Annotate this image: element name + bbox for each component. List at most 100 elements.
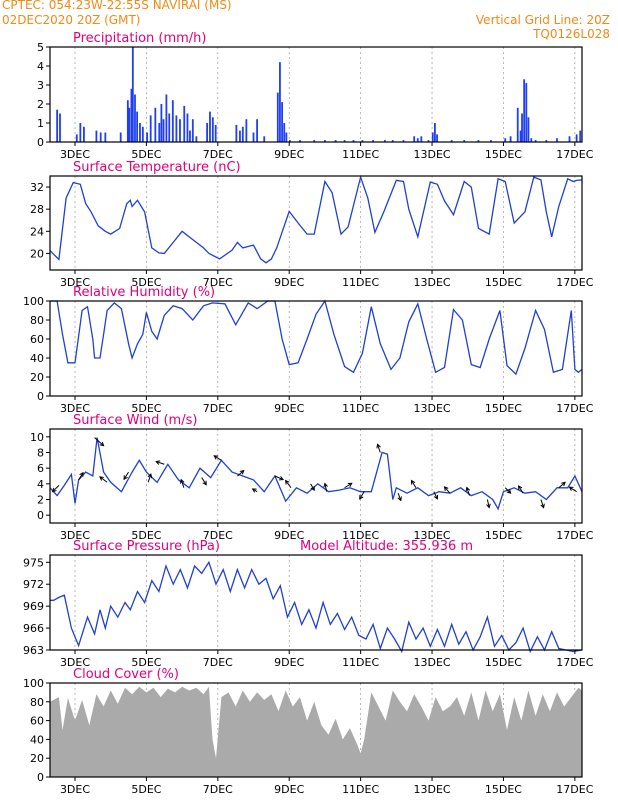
humidity-x-tick-label: 17DEC xyxy=(556,402,593,415)
precip-bar xyxy=(235,124,238,142)
wind-arrow xyxy=(359,491,365,500)
precip-bar xyxy=(83,126,85,142)
cloud-x-tick-label: 9DEC xyxy=(274,783,304,796)
humidity-x-tick-label: 13DEC xyxy=(413,402,450,415)
wind-arrow-head xyxy=(465,486,471,492)
precip-bar xyxy=(516,107,519,142)
precip-panel: Precipitation (mm/h) 0 1 2 3 4 5 3DEC 5DEC 7DEC 9D… xyxy=(37,31,594,161)
precip-bar xyxy=(131,47,134,142)
wind-arrow-head xyxy=(284,479,290,485)
wind-arrow-shaft xyxy=(569,486,577,493)
precip-y-tick-label: 0 xyxy=(37,136,44,149)
wind-arrow-shaft xyxy=(397,493,402,501)
wind-arrow-head xyxy=(51,487,57,493)
wind-arrow-head xyxy=(568,486,574,491)
precip-x-tick-label: 17DEC xyxy=(556,148,593,161)
pressure-frame xyxy=(49,554,583,651)
wind-arrow-shaft xyxy=(285,480,292,489)
wind-arrow-shaft xyxy=(433,491,438,500)
pressure-x-tick-label: 9DEC xyxy=(274,656,304,669)
wind-arrow-shaft xyxy=(411,480,417,489)
precip-bar xyxy=(179,119,181,142)
wind-arrow-shaft xyxy=(274,475,284,481)
precip-y-tick-label: 1 xyxy=(37,117,44,130)
humidity-y-tick-label: 20 xyxy=(30,371,44,384)
precip-bar xyxy=(313,140,316,142)
precip-bar xyxy=(391,140,394,142)
precip-x-tick-label: 7DEC xyxy=(203,148,233,161)
temperature-panel: Surface Temperature (nC) 20 24 28 32 3DEC 5DEC… xyxy=(30,160,594,289)
precip-bar xyxy=(463,140,466,142)
precip-bar xyxy=(75,134,78,142)
precip-y-tick-label: 5 xyxy=(37,41,44,54)
cloud-x-tick-label: 17DEC xyxy=(556,783,593,796)
precip-bar xyxy=(165,94,168,142)
wind-arrow-head xyxy=(443,486,449,491)
precip-bar xyxy=(168,113,171,142)
cloud-y-tick-label: 80 xyxy=(30,696,44,709)
header-date: 02DEC2020 20Z (GMT) xyxy=(2,13,141,27)
temperature-x-tick-label: 17DEC xyxy=(556,276,593,289)
precip-bar xyxy=(95,130,98,142)
wind-x-tick-label: 5DEC xyxy=(131,529,161,542)
wind-arrow xyxy=(397,493,402,502)
precip-bar xyxy=(343,140,346,142)
wind-arrow-shaft xyxy=(94,437,104,447)
precip-bar xyxy=(245,119,248,142)
wind-arrow xyxy=(558,481,566,489)
pressure-title: Surface Pressure (hPa) xyxy=(73,539,220,554)
wind-arrow-shaft xyxy=(518,485,524,494)
precip-bar xyxy=(324,140,326,142)
cloud-x-tick-label: 15DEC xyxy=(485,783,522,796)
precip-bar xyxy=(211,117,214,142)
wind-arrow-head xyxy=(155,460,161,465)
precip-bar xyxy=(384,140,386,142)
precip-bar xyxy=(519,130,522,142)
precip-bar xyxy=(289,140,291,142)
humidity-series-line xyxy=(50,299,583,376)
precip-bar xyxy=(416,138,419,142)
precip-bar xyxy=(189,130,191,142)
cloud-y-tick-label: 40 xyxy=(30,733,44,746)
precip-bar xyxy=(206,123,209,142)
cloud-x-tick-label: 13DEC xyxy=(413,783,450,796)
pressure-x-tick-label: 7DEC xyxy=(203,656,233,669)
wind-x-tick-label: 3DEC xyxy=(60,529,90,542)
wind-x-tick-label: 9DEC xyxy=(274,529,304,542)
pressure-x-tick-label: 13DEC xyxy=(413,656,450,669)
humidity-x-tick-label: 3DEC xyxy=(60,402,90,415)
wind-arrow-head xyxy=(410,479,416,485)
precip-bar xyxy=(575,134,578,142)
precip-bar xyxy=(579,130,582,142)
precip-bar xyxy=(241,126,244,142)
wind-arrow xyxy=(237,469,245,477)
temperature-y-tick-label: 20 xyxy=(30,247,44,260)
precip-bar xyxy=(523,79,526,142)
precip-bar xyxy=(413,136,416,142)
precip-bar xyxy=(285,132,288,142)
wind-arrow-shaft xyxy=(78,472,84,481)
humidity-y-tick-label: 40 xyxy=(30,352,44,365)
cloud-frame xyxy=(49,682,583,778)
humidity-y-tick-label: 80 xyxy=(30,314,44,327)
humidity-y-tick-label: 60 xyxy=(30,333,44,346)
precip-x-tick-label: 15DEC xyxy=(485,148,522,161)
temperature-series-line xyxy=(49,174,583,264)
wind-arrow-shaft xyxy=(466,487,471,496)
pressure-y-tick-label: 963 xyxy=(23,644,44,657)
wind-arrow-head xyxy=(397,496,402,502)
temperature-x-tick-label: 11DEC xyxy=(342,276,379,289)
pressure-y-tick-label: 975 xyxy=(23,556,44,569)
temperature-y-tick-label: 32 xyxy=(30,181,44,194)
temperature-x-tick-label: 5DEC xyxy=(131,276,161,289)
wind-arrow-head xyxy=(99,476,104,481)
precip-bar xyxy=(556,138,558,142)
wind-arrow-shaft xyxy=(147,474,152,483)
precip-bar xyxy=(490,140,492,142)
precip-bar xyxy=(545,140,548,142)
precip-bar xyxy=(104,132,107,142)
pressure-x-tick-label: 5DEC xyxy=(131,656,161,669)
precip-x-tick-label: 9DEC xyxy=(274,148,304,161)
wind-arrow-shaft xyxy=(558,481,566,489)
wind-arrow-head xyxy=(518,485,523,491)
